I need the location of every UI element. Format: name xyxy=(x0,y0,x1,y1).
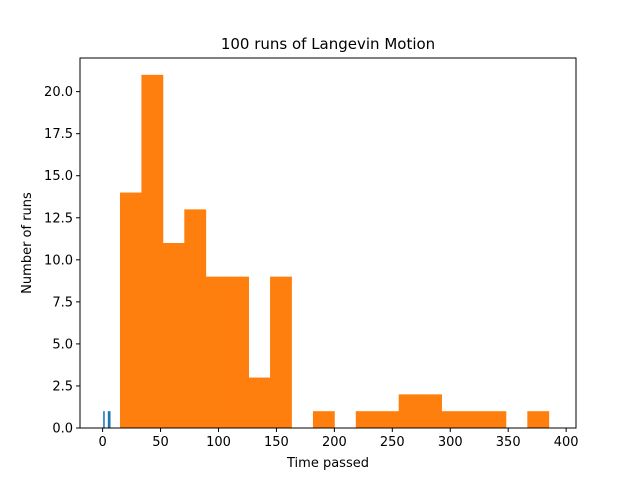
y-tick-label: 17.5 xyxy=(44,127,73,142)
y-tick-label: 5.0 xyxy=(52,337,73,352)
histogram-bar-s1-2 xyxy=(162,243,185,428)
x-tick-label: 100 xyxy=(206,435,231,450)
histogram-bar-s1-17 xyxy=(484,411,507,428)
x-tick-label: 50 xyxy=(152,435,169,450)
y-tick-label: 0.0 xyxy=(52,422,73,437)
y-tick-label: 10.0 xyxy=(44,253,73,268)
histogram-bar-s1-16 xyxy=(463,411,485,428)
chart-title: 100 runs of Langevin Motion xyxy=(221,35,435,53)
y-tick-label: 7.5 xyxy=(52,295,73,310)
histogram-bar-s0-0 xyxy=(103,411,105,428)
x-tick-label: 300 xyxy=(438,435,463,450)
x-tick-label: 400 xyxy=(554,435,579,450)
histogram-bar-s1-9 xyxy=(312,411,335,428)
y-tick-label: 12.5 xyxy=(44,211,73,226)
histogram-bar-s1-1 xyxy=(141,74,164,428)
x-tick-label: 0 xyxy=(98,435,106,450)
histogram-bar-s1-5 xyxy=(227,276,250,428)
histogram-bar-s1-11 xyxy=(355,411,378,428)
histogram-bar-s1-12 xyxy=(377,411,400,428)
x-tick-label: 350 xyxy=(496,435,521,450)
bars-layer xyxy=(103,74,550,428)
x-axis-label: Time passed xyxy=(286,456,369,471)
histogram-bar-s1-6 xyxy=(248,377,271,428)
histogram-bar-s1-3 xyxy=(184,209,207,428)
x-axis-ticks: 0 50 100 150 200 250 300 350 400 xyxy=(98,428,579,450)
histogram-bar-s1-7 xyxy=(270,276,292,428)
plot-frame xyxy=(79,57,577,429)
histogram-bar-s1-15 xyxy=(441,411,464,428)
histogram-bar-s1-13 xyxy=(398,394,421,428)
histogram-bar-s1-0 xyxy=(119,192,142,428)
y-axis-ticks: 0.0 2.5 5.0 7.5 10.0 12.5 15.0 17.5 20.0 xyxy=(44,85,80,437)
histogram-bar-s0-1 xyxy=(107,411,111,428)
x-tick-label: 200 xyxy=(322,435,347,450)
y-tick-label: 15.0 xyxy=(44,169,73,184)
y-tick-label: 2.5 xyxy=(52,379,73,394)
x-tick-label: 250 xyxy=(380,435,405,450)
y-tick-label: 20.0 xyxy=(44,85,73,100)
histogram-bar-s1-14 xyxy=(420,394,442,428)
y-axis-label: Number of runs xyxy=(20,192,35,294)
x-tick-label: 150 xyxy=(264,435,289,450)
histogram-bar-s1-19 xyxy=(527,411,550,428)
histogram-bar-s1-4 xyxy=(205,276,228,428)
